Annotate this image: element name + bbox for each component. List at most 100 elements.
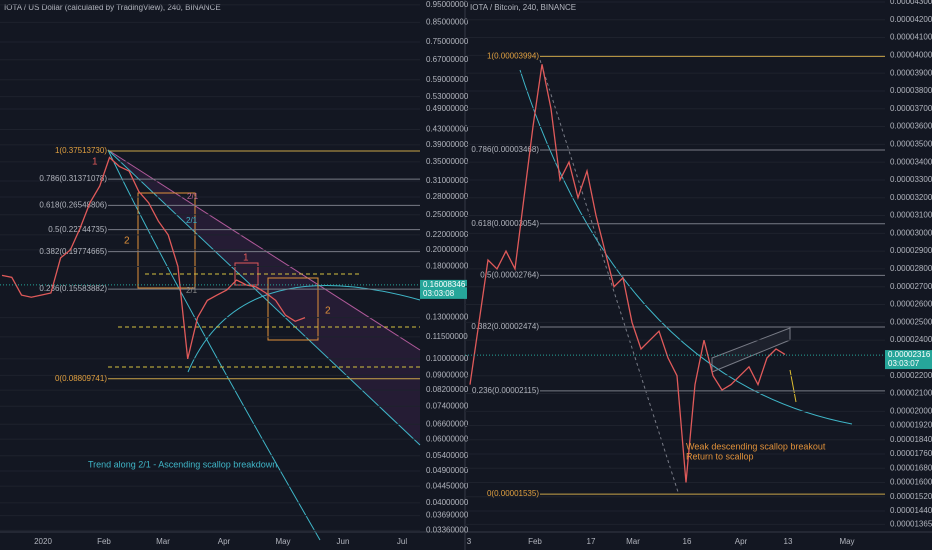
y-tick-label: 0.00002500 <box>890 317 932 326</box>
y-tick-label: 0.28000000 <box>426 192 469 201</box>
y-tick-label: 0.08200000 <box>426 385 469 394</box>
y-tick-label: 0.00001520 <box>890 492 932 501</box>
annotation: 2/1 <box>187 192 199 201</box>
y-tick-label: 0.00004200 <box>890 15 932 24</box>
x-tick-label: 13 <box>784 537 793 546</box>
y-tick-label: 0.11500000 <box>426 332 468 341</box>
y-tick-label: 0.00003300 <box>890 175 932 184</box>
fib-label: 0.786(0.31371078) <box>39 174 107 183</box>
y-tick-label: 0.00001365 <box>890 519 932 528</box>
y-tick-label: 0.06600000 <box>426 419 469 428</box>
countdown: 03:03:07 <box>888 359 920 368</box>
fib-label: 1(0.00003994) <box>487 52 539 61</box>
annotation: Trend along 2/1 - Ascending scallop brea… <box>88 459 277 469</box>
box <box>267 277 319 341</box>
fib-label: 0.382(0.00002474) <box>471 322 539 331</box>
fib-label: 0.236(0.15583882) <box>39 284 107 293</box>
x-tick-label: 17 <box>587 537 596 546</box>
price-tag <box>420 279 467 299</box>
fib-label: 0.786(0.00003468) <box>471 145 539 154</box>
y-tick-label: 0.35000000 <box>426 157 469 166</box>
y-tick-label: 0.00003900 <box>890 68 932 77</box>
x-tick-label: Feb <box>97 537 111 546</box>
chart-title: IOTA / Bitcoin, 240, BINANCE <box>470 3 576 12</box>
y-tick-label: 0.10000000 <box>426 354 469 363</box>
y-tick-label: 0.22000000 <box>426 230 469 239</box>
y-tick-label: 0.00003800 <box>890 86 932 95</box>
y-tick-label: 0.43000000 <box>426 125 469 134</box>
y-tick-label: 0.06000000 <box>426 434 469 443</box>
y-tick-label: 0.00002200 <box>890 371 932 380</box>
y-tick-label: 0.00002900 <box>890 246 932 255</box>
y-tick-label: 0.18000000 <box>426 262 469 271</box>
countdown: 03:03:08 <box>423 289 455 298</box>
x-tick-label: 3 <box>467 537 472 546</box>
x-tick-label: Jul <box>397 537 407 546</box>
y-tick-label: 0.00003600 <box>890 122 932 131</box>
x-tick-label: 2020 <box>34 537 52 546</box>
fib-label: 0.5(0.00002764) <box>480 270 539 279</box>
fib-label: 0.5(0.22744735) <box>48 225 107 234</box>
annotation: 1 <box>243 253 249 264</box>
y-tick-label: 0.13000000 <box>426 313 469 322</box>
y-tick-label: 0.00002000 <box>890 406 932 415</box>
y-tick-label: 0.00003100 <box>890 211 932 220</box>
price-tag-label: 0.16008346 <box>423 280 466 289</box>
y-tick-label: 0.00004100 <box>890 33 932 42</box>
annotation: 2 <box>325 306 331 317</box>
price-line <box>469 64 786 483</box>
chart-title: IOTA / US Dollar (calculated by TradingV… <box>4 3 221 12</box>
fib-label: 0.382(0.19774665) <box>39 247 107 256</box>
y-tick-label: 0.09000000 <box>426 371 469 380</box>
y-tick-label: 0.05400000 <box>426 451 469 460</box>
fib-label: 0.618(0.26548806) <box>39 200 107 209</box>
y-tick-label: 0.49000000 <box>426 104 469 113</box>
y-tick-label: 0.00002100 <box>890 389 932 398</box>
x-tick-label: Mar <box>156 537 170 546</box>
annotation: 2 <box>124 236 130 247</box>
y-tick-label: 0.00002400 <box>890 335 932 344</box>
y-tick-label: 0.53000000 <box>426 92 469 101</box>
annotation: 2/1 <box>186 286 198 295</box>
annotation: 2/1 <box>186 216 198 225</box>
y-tick-label: 0.00001680 <box>890 463 932 472</box>
y-tick-label: 0.00003400 <box>890 157 932 166</box>
trendline <box>107 149 421 446</box>
y-tick-label: 0.75000000 <box>426 37 469 46</box>
annotation: 1 <box>92 157 98 168</box>
x-tick-label: Feb <box>528 537 542 546</box>
price-line <box>1 156 306 360</box>
y-tick-label: 0.04000000 <box>426 498 469 507</box>
y-tick-label: 0.39000000 <box>426 140 469 149</box>
y-tick-label: 0.67000000 <box>426 55 469 64</box>
y-tick-label: 0.00003500 <box>890 139 932 148</box>
x-tick-label: Apr <box>735 537 748 546</box>
y-tick-label: 0.00001440 <box>890 506 932 515</box>
y-tick-label: 0.04450000 <box>426 481 469 490</box>
price-tag-label: 0.00002316 <box>888 350 931 359</box>
y-tick-label: 0.00001600 <box>890 478 932 487</box>
x-tick-label: May <box>839 537 854 546</box>
y-tick-label: 0.00002600 <box>890 300 932 309</box>
x-tick-label: Jun <box>337 537 350 546</box>
y-tick-label: 0.00002800 <box>890 264 932 273</box>
y-tick-label: 0.95000000 <box>426 0 469 9</box>
x-tick-label: Mar <box>626 537 640 546</box>
fib-label: 0(0.00001535) <box>487 489 539 498</box>
fib-label: 0.236(0.00002115) <box>472 386 539 395</box>
left-drawings <box>107 149 421 541</box>
annotation: Weak descending scallop breakout <box>686 441 826 451</box>
y-tick-label: 0.00003200 <box>890 193 932 202</box>
box <box>137 192 196 289</box>
y-tick-label: 0.85000000 <box>426 17 469 26</box>
scallop <box>187 284 421 373</box>
fib-label: 0(0.08809741) <box>55 374 107 383</box>
y-tick-label: 0.07400000 <box>426 401 469 410</box>
y-tick-label: 0.00001760 <box>890 449 932 458</box>
y-tick-label: 0.00003700 <box>890 104 932 113</box>
y-tick-label: 0.00001920 <box>890 421 932 430</box>
y-tick-label: 0.03360000 <box>426 525 469 534</box>
y-tick-label: 0.59000000 <box>426 75 469 84</box>
x-tick-label: 16 <box>683 537 692 546</box>
